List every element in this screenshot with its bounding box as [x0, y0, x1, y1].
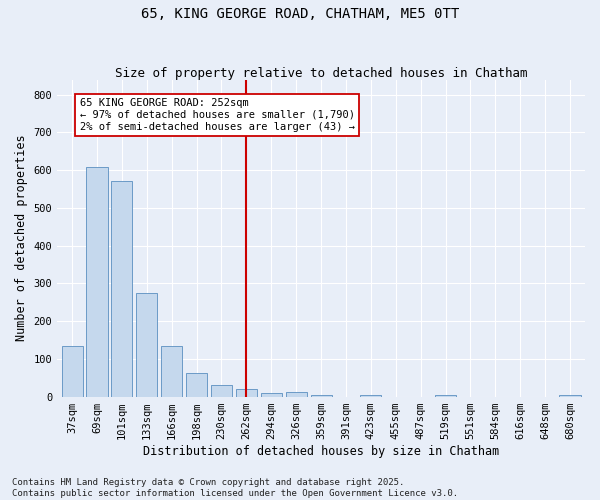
Bar [360, 395, 382, 396]
Bar [435, 395, 456, 396]
Bar [136, 293, 157, 397]
Bar [311, 394, 332, 396]
Bar [112, 182, 133, 396]
Bar [211, 386, 232, 396]
Y-axis label: Number of detached properties: Number of detached properties [15, 134, 28, 342]
Title: Size of property relative to detached houses in Chatham: Size of property relative to detached ho… [115, 66, 527, 80]
Bar [261, 393, 282, 396]
Text: 65 KING GEORGE ROAD: 252sqm
← 97% of detached houses are smaller (1,790)
2% of s: 65 KING GEORGE ROAD: 252sqm ← 97% of det… [80, 98, 355, 132]
Bar [559, 394, 581, 396]
X-axis label: Distribution of detached houses by size in Chatham: Distribution of detached houses by size … [143, 444, 499, 458]
Bar [186, 373, 207, 396]
Text: Contains HM Land Registry data © Crown copyright and database right 2025.
Contai: Contains HM Land Registry data © Crown c… [12, 478, 458, 498]
Text: 65, KING GEORGE ROAD, CHATHAM, ME5 0TT: 65, KING GEORGE ROAD, CHATHAM, ME5 0TT [141, 8, 459, 22]
Bar [62, 346, 83, 397]
Bar [286, 392, 307, 396]
Bar [236, 389, 257, 396]
Bar [86, 167, 107, 396]
Bar [161, 346, 182, 397]
